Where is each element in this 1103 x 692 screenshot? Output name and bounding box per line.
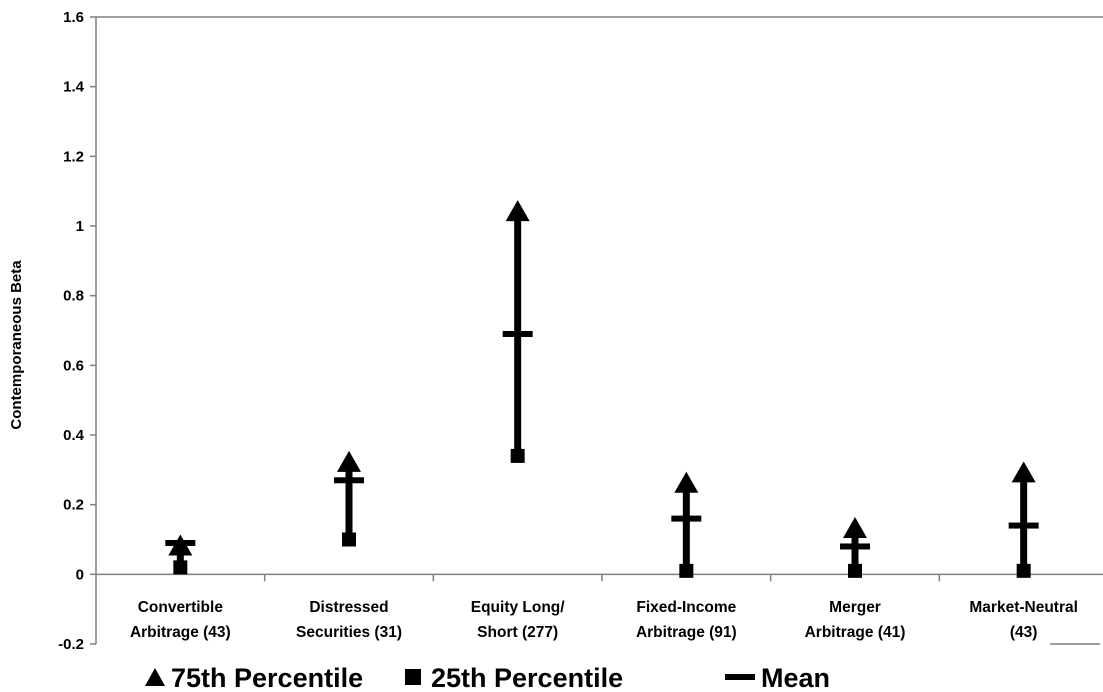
p25-marker bbox=[679, 563, 694, 578]
category-label: Convertible Arbitrage (43) bbox=[130, 599, 231, 641]
category-label: Market-Neutral (43) bbox=[969, 599, 1078, 641]
y-tick-label: 0.4 bbox=[63, 427, 85, 444]
mean-marker bbox=[334, 477, 364, 484]
category-label: Merger Arbitrage (41) bbox=[805, 599, 906, 641]
p75-marker bbox=[843, 517, 867, 539]
legend-label: 25th Percentile bbox=[431, 663, 623, 692]
legend-item: 75th Percentile bbox=[145, 663, 363, 692]
mean-marker bbox=[165, 539, 196, 546]
legend-square-icon bbox=[405, 669, 421, 685]
p75-marker bbox=[337, 450, 361, 472]
p25-marker bbox=[342, 532, 356, 547]
legend-dash-icon bbox=[725, 674, 755, 680]
category-label: Distressed Securities (31) bbox=[296, 599, 402, 641]
category-labels: Convertible Arbitrage (43) Distressed Secur… bbox=[130, 599, 1078, 641]
y-tick-label: 1 bbox=[76, 218, 84, 235]
y-tick-label: 1.6 bbox=[63, 9, 84, 26]
p25-marker bbox=[848, 563, 862, 578]
y-tick-label: 1.2 bbox=[63, 148, 84, 165]
x-axis bbox=[96, 573, 1103, 645]
y-tick-label: 0.8 bbox=[63, 288, 84, 305]
y-tick-label: 0.2 bbox=[63, 497, 84, 514]
legend-item: 25th Percentile bbox=[405, 663, 623, 692]
p25-marker bbox=[510, 448, 525, 463]
p25-marker bbox=[1016, 563, 1031, 578]
category-label: Equity Long/Short (277) bbox=[471, 599, 566, 641]
mean-marker bbox=[502, 330, 533, 337]
p75-marker bbox=[1011, 461, 1036, 483]
y-axis-title: Contemporaneous Beta bbox=[8, 260, 25, 430]
p75-marker bbox=[674, 471, 699, 493]
legend-triangle-icon bbox=[145, 668, 165, 686]
y-tick-label: 0.6 bbox=[63, 357, 84, 374]
legend-label: Mean bbox=[761, 663, 830, 692]
mean-marker bbox=[1008, 522, 1039, 529]
mean-marker bbox=[840, 543, 870, 550]
legend: 75th Percentile 25th Percentile Mean bbox=[145, 663, 830, 692]
y-tick-label: 1.4 bbox=[63, 79, 85, 96]
mean-marker bbox=[671, 515, 702, 522]
category-label: Fixed-Income Arbitrage (91) bbox=[636, 599, 737, 641]
p75-marker bbox=[505, 200, 530, 222]
y-axis: -0.2 0 0.2 0.4 0.6 0.8 1 1.2 1.4 1.6 bbox=[58, 9, 1103, 653]
p25-marker bbox=[173, 560, 188, 575]
legend-item: Mean bbox=[725, 663, 830, 692]
y-tick-label: -0.2 bbox=[58, 636, 84, 653]
legend-label: 75th Percentile bbox=[171, 663, 363, 692]
y-tick-label: 0 bbox=[76, 566, 84, 583]
data-marks bbox=[165, 200, 1039, 578]
